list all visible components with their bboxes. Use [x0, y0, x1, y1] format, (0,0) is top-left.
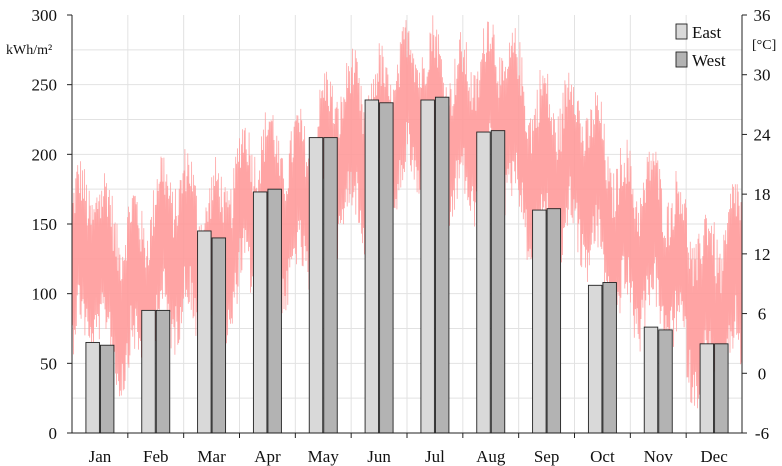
bar-east: [197, 230, 212, 434]
bar-east: [532, 209, 547, 434]
bar-series: [85, 96, 729, 434]
y2-tick-label: 24: [754, 125, 772, 144]
bar-west: [714, 343, 729, 434]
bar-east: [364, 99, 380, 434]
x-tick-label: Nov: [644, 447, 674, 466]
legend-swatch-east: [675, 23, 688, 40]
y-tick-label: 300: [32, 6, 58, 25]
y-tick-label: 200: [32, 145, 58, 164]
legend-label-west: West: [692, 51, 726, 70]
y2-axis-label: [°C]: [752, 38, 776, 53]
bar-east: [643, 326, 659, 434]
bar-west: [267, 188, 282, 434]
x-tick-label: Dec: [700, 447, 728, 466]
bar-west: [99, 344, 115, 434]
bar-west: [379, 102, 394, 434]
x-tick-label: Jun: [367, 447, 391, 466]
bar-west: [323, 137, 338, 434]
x-tick-label: Mar: [197, 447, 226, 466]
y2-tick-label: 0: [758, 364, 767, 383]
x-tick-label: Jan: [89, 447, 112, 466]
x-tick-label: Jul: [425, 447, 445, 466]
y2-tick-label: 30: [754, 66, 771, 85]
bar-east: [699, 343, 715, 434]
y2-tick-label: 18: [754, 185, 771, 204]
y-tick-label: 100: [32, 285, 58, 304]
y-axis-label: kWh/m²: [6, 43, 52, 58]
x-tick-label: Aug: [476, 447, 506, 466]
x-tick-label: May: [308, 447, 340, 466]
bar-west: [490, 130, 506, 434]
x-axis-ticks: Jan Feb Mar Apr May Jun Jul Aug Sep Oct Nov Dec: [89, 433, 728, 466]
legend-swatch-west: [675, 51, 688, 68]
temperature-line: [71, 15, 743, 419]
y2-tick-label: -6: [755, 424, 769, 443]
bar-east: [476, 131, 491, 434]
x-tick-label: Feb: [143, 447, 169, 466]
bar-east: [85, 341, 100, 434]
y-axis-ticks: 300 250 200 150 100 50 0: [32, 6, 72, 443]
y-tick-label: 250: [32, 76, 58, 95]
bar-east: [308, 137, 324, 434]
y2-tick-label: 36: [754, 6, 771, 25]
y2-tick-label: 12: [754, 245, 771, 264]
bar-west: [658, 329, 673, 434]
temperature-series: [71, 15, 743, 419]
bar-west: [602, 282, 617, 434]
y2-tick-label: 6: [758, 305, 767, 324]
bar-west: [434, 96, 450, 434]
x-tick-label: Apr: [254, 447, 281, 466]
legend: East West: [675, 23, 726, 70]
y-tick-label: 50: [40, 354, 57, 373]
x-tick-label: Oct: [590, 447, 615, 466]
bar-east: [587, 284, 603, 434]
bar-east: [420, 99, 435, 434]
bar-east: [141, 309, 156, 434]
legend-label-east: East: [692, 23, 722, 42]
bar-west: [546, 208, 562, 434]
bar-west: [211, 237, 227, 434]
x-tick-label: Sep: [534, 447, 560, 466]
y2-axis-ticks: 36 30 24 18 12 6 0 -6: [742, 6, 771, 443]
bar-east: [252, 191, 268, 434]
bar-west: [155, 309, 171, 434]
y-tick-label: 0: [49, 424, 58, 443]
y-tick-label: 150: [32, 215, 58, 234]
